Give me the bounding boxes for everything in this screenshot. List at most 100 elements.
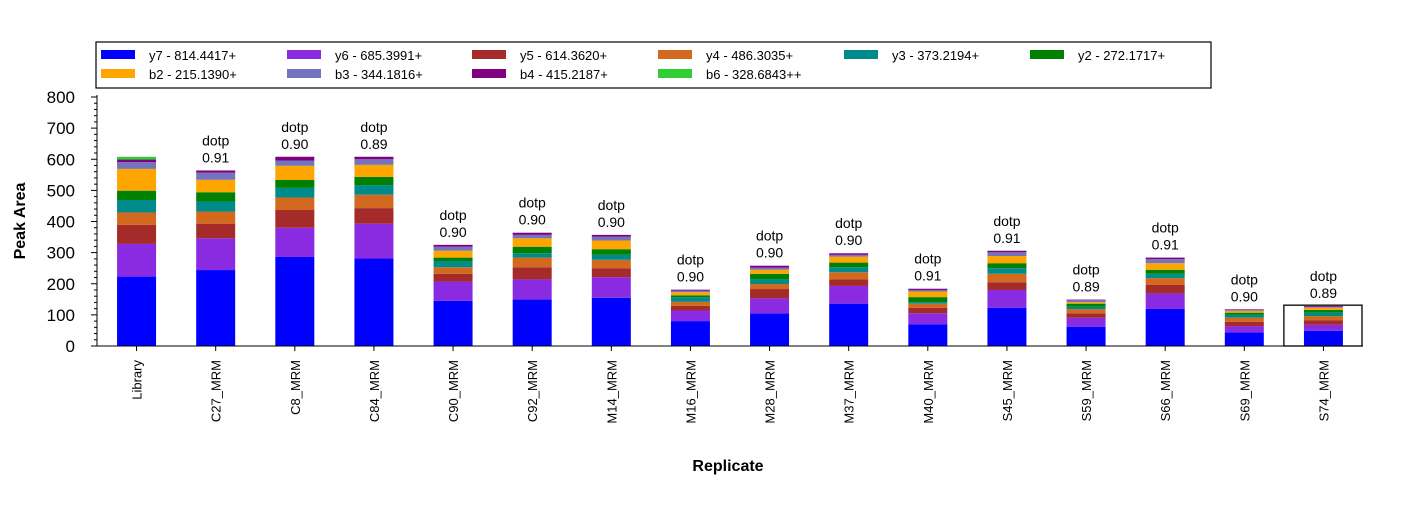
bar-segment-b2 — [354, 164, 394, 177]
x-tick-label: M37_MRM — [842, 360, 857, 424]
bar-segment-b3 — [1145, 259, 1185, 264]
bar-segment-y3 — [1066, 306, 1106, 310]
legend-entry: y5 - 614.3620+ — [520, 48, 607, 63]
legend-entry: b3 - 344.1816+ — [335, 67, 423, 82]
bar-segment-y2 — [354, 176, 394, 186]
bar-segment-b4 — [275, 156, 315, 161]
bar-segment-y5 — [829, 279, 869, 286]
bar-segment-b3 — [908, 289, 948, 292]
bar-segment-b2 — [1224, 310, 1264, 313]
bar-segment-b3 — [1303, 307, 1343, 308]
x-tick-label: C27_MRM — [209, 360, 224, 422]
dotp-label: dotp — [439, 207, 466, 223]
bar-segment-y4 — [908, 303, 948, 308]
bar-segment-b4 — [117, 159, 157, 163]
dotp-label: 0.90 — [835, 232, 862, 248]
bar-segment-y3 — [433, 261, 473, 268]
x-tick-label: S74_MRM — [1316, 360, 1331, 421]
y-tick-label: 200 — [47, 275, 75, 294]
legend-entry: b4 - 415.2187+ — [520, 67, 608, 82]
bar-segment-b4 — [591, 234, 631, 237]
bar-segment-y5 — [354, 208, 394, 224]
bar-segment-y2 — [1303, 309, 1343, 313]
dotp-label: dotp — [519, 195, 546, 211]
dotp-label: dotp — [1310, 268, 1337, 284]
dotp-label: dotp — [677, 252, 704, 268]
bar-segment-y6 — [512, 279, 552, 300]
bar-segment-y5 — [275, 209, 315, 228]
bar-segment-b2 — [829, 256, 869, 263]
bar-segment-y2 — [829, 262, 869, 268]
bar-segment-y7 — [750, 313, 790, 346]
bar-segment-b4 — [829, 253, 869, 255]
y-axis-title: Peak Area — [12, 183, 29, 260]
bar-segment-y6 — [354, 223, 394, 259]
legend-swatch — [101, 50, 135, 59]
bar-segment-b2 — [117, 168, 157, 191]
y-tick-label: 500 — [47, 181, 75, 200]
bar-segment-b3 — [829, 254, 869, 257]
bar-segment-y7 — [354, 258, 394, 346]
y-tick-label: 100 — [47, 306, 75, 325]
bar-segment-y7 — [829, 303, 869, 346]
bar-segment-y3 — [591, 254, 631, 260]
legend-swatch — [101, 69, 135, 78]
bar-segment-y4 — [117, 212, 157, 225]
bar-segment-b2 — [433, 250, 473, 258]
bar-segment-y2 — [196, 192, 236, 202]
dotp-label: dotp — [360, 119, 387, 135]
x-tick-label: M28_MRM — [763, 360, 778, 424]
bar-segment-b3 — [1224, 309, 1264, 311]
dotp-label: 0.90 — [598, 214, 625, 230]
bar-segment-b4 — [750, 265, 790, 268]
bar-segment-b4 — [1224, 309, 1264, 310]
bar-segment-y5 — [670, 305, 710, 311]
bar-segment-y2 — [512, 246, 552, 254]
legend-swatch — [658, 69, 692, 78]
dotp-label: 0.89 — [1072, 279, 1099, 295]
bar-segment-y7 — [1303, 330, 1343, 346]
bar-segment-b2 — [1145, 263, 1185, 270]
bar-segment-y4 — [1066, 309, 1106, 314]
bar-segment-y3 — [117, 200, 157, 213]
bar-segment-y5 — [591, 268, 631, 278]
dotp-label: 0.90 — [756, 245, 783, 261]
bar-segment-y6 — [1145, 293, 1185, 309]
bar-segment-y7 — [1145, 308, 1185, 346]
x-tick-label: C90_MRM — [446, 360, 461, 422]
x-tick-label: S45_MRM — [1000, 360, 1015, 421]
bar-segment-y4 — [1224, 317, 1264, 322]
bar-segment-y7 — [1224, 332, 1264, 346]
dotp-label: dotp — [835, 215, 862, 231]
bar-segment-y4 — [987, 273, 1027, 283]
y-tick-label: 300 — [47, 244, 75, 263]
bar-segment-y4 — [512, 257, 552, 268]
legend: y7 - 814.4417+ y6 - 685.3991+ y5 - 614.362… — [95, 41, 1212, 89]
bar-segment-b2 — [591, 240, 631, 250]
bar-segment-y7 — [117, 276, 157, 346]
bar-segment-b4 — [987, 250, 1027, 253]
x-tick-label: S66_MRM — [1158, 360, 1173, 421]
bar-segment-b4 — [1303, 306, 1343, 308]
bar-segment-y5 — [433, 273, 473, 282]
bar-segment-y5 — [1303, 320, 1343, 325]
dotp-label: 0.89 — [1310, 285, 1337, 301]
y-tick-label: 700 — [47, 119, 75, 138]
bar-segment-y3 — [1224, 314, 1264, 318]
legend-swatch — [1030, 50, 1064, 59]
bar-segment-y3 — [275, 187, 315, 198]
legend-swatch — [287, 50, 321, 59]
dotp-label: 0.89 — [360, 136, 387, 152]
dotp-label: 0.91 — [914, 268, 941, 284]
bar-segment-y5 — [908, 307, 948, 314]
bar-segment-y6 — [275, 227, 315, 257]
legend-entry: y2 - 272.1717+ — [1078, 48, 1165, 63]
bar-segment-y3 — [512, 253, 552, 258]
bar-segment-y7 — [591, 297, 631, 346]
bar-segment-y3 — [670, 297, 710, 302]
legend-entry: y7 - 814.4417+ — [149, 48, 236, 63]
dotp-label: 0.90 — [519, 212, 546, 228]
bar-segment-b3 — [354, 159, 394, 165]
bar-segment-b4 — [670, 289, 710, 291]
